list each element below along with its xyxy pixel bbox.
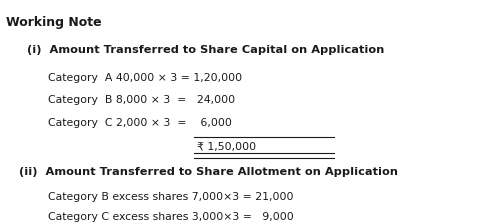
Text: Working Note: Working Note [6,16,102,29]
Text: Category  C 2,000 × 3  =    6,000: Category C 2,000 × 3 = 6,000 [48,118,232,128]
Text: (ii)  Amount Transferred to Share Allotment on Application: (ii) Amount Transferred to Share Allotme… [19,167,398,177]
Text: ₹ 1,50,000: ₹ 1,50,000 [197,142,257,152]
Text: Category  A 40,000 × 3 = 1,20,000: Category A 40,000 × 3 = 1,20,000 [48,73,242,83]
Text: Category B excess shares 7,000×3 = 21,000: Category B excess shares 7,000×3 = 21,00… [48,192,294,202]
Text: Category C excess shares 3,000×3 =   9,000: Category C excess shares 3,000×3 = 9,000 [48,212,294,222]
Text: Category  B 8,000 × 3  =   24,000: Category B 8,000 × 3 = 24,000 [48,95,236,105]
Text: (i)  Amount Transferred to Share Capital on Application: (i) Amount Transferred to Share Capital … [27,45,384,55]
